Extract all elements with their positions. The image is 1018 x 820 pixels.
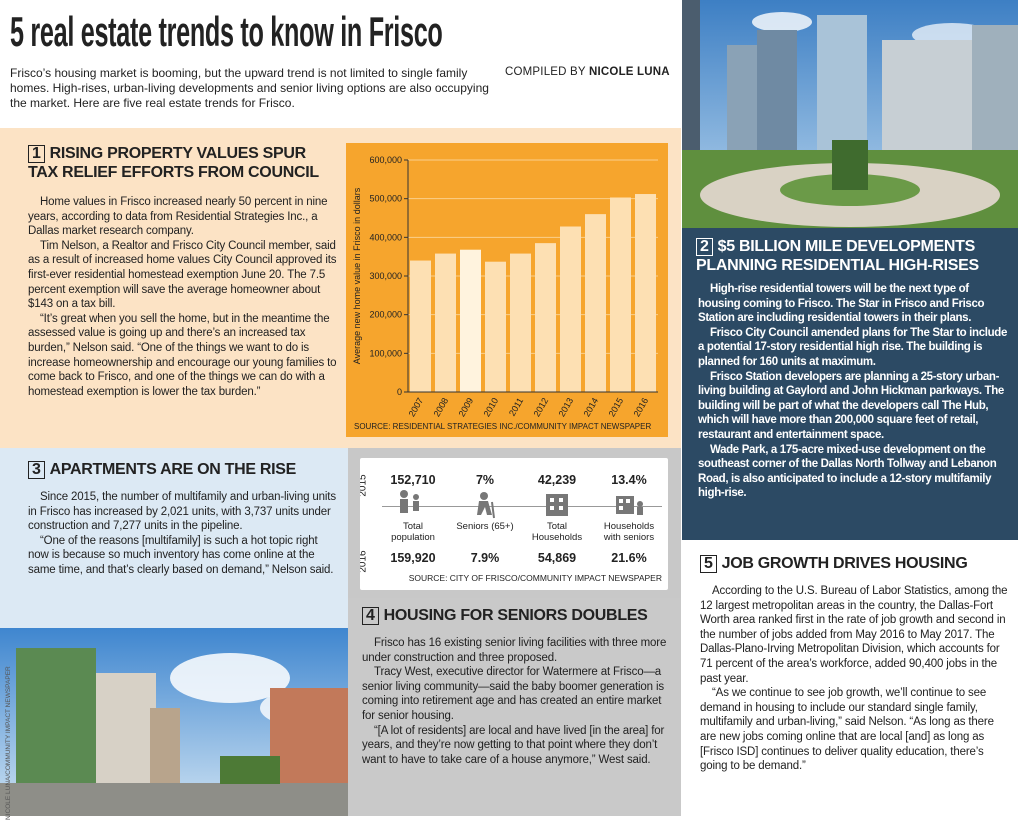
page-title: 5 real estate trends to know in Frisco [10, 8, 443, 55]
stat-value: 7% [475, 473, 495, 487]
stat-value: 159,920 [390, 551, 436, 565]
stats-box: 2015 2016 152,710 7% 42,239 13.4% Total … [360, 458, 668, 590]
section-heading: 5 JOB GROWTH DRIVES HOUSING [700, 554, 1016, 573]
bar [485, 261, 506, 392]
section-2: 2 $5 BILLION MILE DEVELOPMENTS PLANNING R… [682, 228, 1018, 540]
bar [510, 253, 531, 392]
section-body: Frisco has 16 existing senior living fac… [362, 636, 674, 814]
stat-label: Total Households [531, 521, 583, 543]
photo [682, 0, 1018, 228]
heading-text: RISING PROPERTY VALUES SPUR TAX RELIEF E… [28, 145, 319, 181]
stat-label: Seniors (65+) [456, 521, 514, 532]
paragraph: Home values in Frisco increased nearly 5… [28, 196, 328, 238]
heading-text: HOUSING FOR SENIORS DOUBLES [383, 607, 648, 624]
section-body: According to the U.S. Bureau of Labor St… [700, 584, 1012, 814]
y-tick-label: 300,000 [369, 271, 402, 281]
paragraph: High-rise residential towers will be the… [698, 283, 985, 325]
paragraph: Frisco Station developers are planning a… [698, 370, 1004, 441]
section-3: 3 APARTMENTS ARE ON THE RISE Since 2015, … [0, 448, 348, 628]
divider [382, 506, 662, 507]
stat-value: 152,710 [390, 473, 436, 487]
section-heading: 1 RISING PROPERTY VALUES SPUR TAX RELIEF … [28, 144, 338, 182]
chart: 0 100,000 200,000 300,000 400,000 500,000 600,… [346, 143, 668, 437]
photo-credit: NICOLE LUNA/COMMUNITY IMPACT NEWSPAPER [5, 666, 12, 820]
heading-text: APARTMENTS ARE ON THE RISE [49, 461, 297, 478]
paragraph: Wade Park, a 175-acre mixed-use developm… [698, 443, 997, 500]
y-tick-label: 200,000 [369, 310, 402, 320]
bar [535, 243, 556, 392]
paragraph: Tracy West, executive director for Water… [362, 666, 664, 722]
section-heading: 4 HOUSING FOR SENIORS DOUBLES [362, 606, 678, 625]
paragraph: Tim Nelson, a Realtor and Frisco City Co… [28, 239, 337, 311]
paragraph: Frisco has 16 existing senior living fac… [362, 637, 667, 664]
bar [560, 226, 581, 392]
section-body: Since 2015, the number of multifamily an… [28, 490, 340, 624]
section-number: 3 [28, 461, 45, 479]
heading-text: JOB GROWTH DRIVES HOUSING [721, 555, 968, 572]
paragraph: According to the U.S. Bureau of Labor St… [700, 585, 1008, 685]
y-tick-label: 600,000 [369, 155, 402, 165]
section-5: 5 JOB GROWTH DRIVES HOUSING According to … [682, 540, 1018, 816]
section-1: 1 RISING PROPERTY VALUES SPUR TAX RELIEF … [0, 128, 681, 448]
section-body: High-rise residential towers will be the… [698, 282, 1010, 537]
bar [610, 197, 631, 392]
paragraph: “It’s great when you sell the home, but … [28, 312, 337, 398]
y-tick-label: 500,000 [369, 194, 402, 204]
y-tick-label: 400,000 [369, 232, 402, 242]
byline: COMPILED BY NICOLE LUNA [505, 66, 670, 78]
section-body: Home values in Frisco increased nearly 5… [28, 195, 338, 445]
author: NICOLE LUNA [589, 66, 670, 78]
bar [585, 214, 606, 392]
stat-value: 21.6% [611, 551, 647, 565]
photo [0, 628, 348, 816]
stat-value: 42,239 [537, 473, 577, 487]
y-tick-label: 100,000 [369, 348, 402, 358]
section-heading: 2 $5 BILLION MILE DEVELOPMENTS PLANNING R… [696, 237, 1014, 275]
stat-label: Households with seniors [603, 521, 655, 543]
bar [410, 260, 431, 392]
year-label: 2016 [360, 550, 369, 573]
stat-value: 13.4% [611, 473, 647, 487]
bar [460, 249, 481, 392]
byline-label: COMPILED BY [505, 66, 586, 78]
stat-value: 54,869 [537, 551, 577, 565]
intro: Frisco’s housing market is booming, but … [10, 66, 489, 110]
paragraph: “[A lot of residents] are local and have… [362, 724, 665, 766]
section-number: 5 [700, 555, 717, 573]
section-4: 4 HOUSING FOR SENIORS DOUBLES Frisco has … [348, 598, 681, 816]
chart-source: SOURCE: RESIDENTIAL STRATEGIES INC./COMM… [354, 422, 651, 431]
stats-panel: 2015 2016 152,710 7% 42,239 13.4% Total … [348, 448, 681, 598]
bar [435, 253, 456, 392]
stats-source: SOURCE: CITY OF FRISCO/COMMUNITY IMPACT … [408, 573, 662, 583]
heading-text: $5 BILLION MILE DEVELOPMENTS PLANNING RE… [696, 238, 979, 274]
paragraph: “One of the reasons [multifamily] is suc… [28, 534, 334, 576]
paragraph: “As we continue to see job growth, we’ll… [700, 687, 994, 773]
y-tick-label: 0 [397, 387, 402, 397]
bar [635, 194, 656, 392]
y-axis-label: Average new home value in Frisco in doll… [352, 187, 362, 364]
stat-icons [400, 490, 643, 519]
section-number: 2 [696, 238, 713, 256]
paragraph: Since 2015, the number of multifamily an… [28, 491, 336, 533]
stat-label: Total population [391, 521, 435, 543]
section-number: 1 [28, 145, 45, 163]
section-heading: 3 APARTMENTS ARE ON THE RISE [28, 460, 344, 479]
section-number: 4 [362, 607, 379, 625]
stat-value: 7.9% [470, 551, 500, 565]
paragraph: Frisco City Council amended plans for Th… [698, 326, 1007, 368]
